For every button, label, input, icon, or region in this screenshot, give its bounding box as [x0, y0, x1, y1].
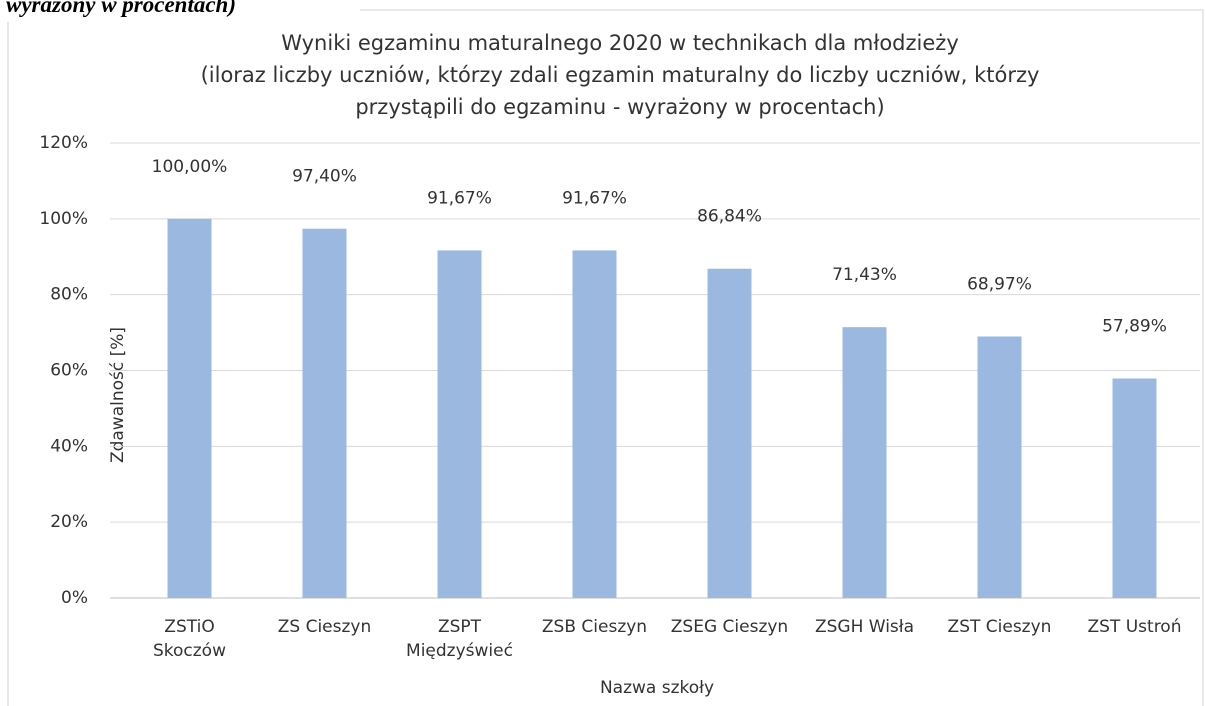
- bar: [1112, 378, 1157, 598]
- data-label: 97,40%: [292, 167, 357, 187]
- x-tick-label: ZST Cieszyn: [948, 617, 1052, 637]
- bar: [572, 250, 617, 599]
- bar: [707, 268, 752, 598]
- data-label: 91,67%: [427, 188, 492, 208]
- bar: [977, 336, 1022, 598]
- bar: [842, 327, 887, 598]
- x-tick-label: ZSTiO: [164, 617, 214, 637]
- y-tick-label: 120%: [39, 133, 88, 153]
- chart-title: Wyniki egzaminu maturalnego 2020 w techn…: [281, 31, 959, 55]
- x-tick-label: ZSB Cieszyn: [542, 617, 647, 637]
- chart-title: (iloraz liczby uczniów, którzy zdali egz…: [201, 63, 1040, 87]
- y-axis-title: Zdawalność [%]: [108, 327, 128, 463]
- y-tick-label: 60%: [50, 361, 88, 381]
- data-label: 68,97%: [967, 274, 1032, 294]
- bar: [437, 250, 482, 599]
- x-tick-label: ZSEG Cieszyn: [671, 617, 788, 637]
- x-tick-label: ZSGH Wisła: [815, 617, 914, 637]
- data-label: 57,89%: [1102, 317, 1167, 337]
- x-tick-label: ZS Cieszyn: [278, 617, 372, 637]
- y-tick-label: 0%: [61, 588, 88, 608]
- y-tick-label: 80%: [50, 285, 88, 305]
- x-tick-label: Skoczów: [153, 641, 226, 661]
- bar: [167, 218, 212, 599]
- y-tick-label: 100%: [39, 209, 88, 229]
- data-label: 86,84%: [697, 207, 762, 227]
- x-axis-title: Nazwa szkoły: [600, 678, 714, 698]
- y-tick-label: 40%: [50, 436, 88, 456]
- data-label: 71,43%: [832, 265, 897, 285]
- bar: [302, 228, 347, 599]
- chart-title: przystąpili do egzaminu - wyrażony w pro…: [355, 95, 884, 119]
- caption-background: [0, 0, 360, 22]
- caption-fragment: wyrażony w procentach): [6, 0, 236, 17]
- data-label: 100,00%: [152, 157, 228, 177]
- data-label: 91,67%: [562, 188, 627, 208]
- x-tick-label: ZSPT: [438, 617, 482, 637]
- x-tick-label: ZST Ustroń: [1088, 617, 1182, 637]
- x-tick-label: Międzyświeć: [406, 641, 513, 661]
- y-tick-label: 20%: [50, 512, 88, 532]
